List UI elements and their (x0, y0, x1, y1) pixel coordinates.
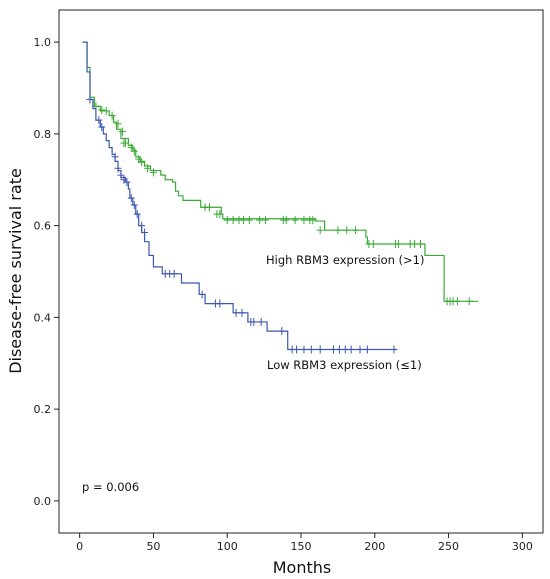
high-rbm3-censor-mark (138, 158, 146, 167)
low-rbm3-censor-mark (86, 95, 94, 104)
low-rbm3-censor-mark (232, 308, 240, 317)
high-rbm3-censor-mark (121, 139, 129, 148)
high-rbm3-censor-mark (394, 239, 402, 248)
high-rbm3-censor-mark (114, 119, 122, 128)
high-rbm3-censor-mark (300, 216, 308, 225)
high-rbm3-censor-mark (411, 239, 419, 248)
high-rbm3-censor-mark (256, 216, 264, 225)
high-rbm3-censor-mark (316, 226, 324, 235)
low-rbm3-censor-mark (170, 269, 178, 278)
low-rbm3-censor-mark (316, 345, 324, 354)
survival-curves (82, 41, 479, 354)
low-rbm3-annotation: Low RBM3 expression (≤1) (267, 358, 422, 372)
high-rbm3-censor-mark (223, 216, 231, 225)
low-rbm3-censor-mark (198, 290, 206, 299)
x-tick-label: 100 (217, 540, 238, 553)
high-rbm3-censor-mark (102, 106, 110, 115)
high-rbm3-censor-mark (130, 147, 138, 156)
low-rbm3-series (82, 41, 398, 354)
axis-ticks: 0 50 100 150 200 250 300 0.0 0.2 0.4 0.6 0.8 1.0 (34, 36, 533, 553)
high-rbm3-censor-mark (343, 226, 351, 235)
low-rbm3-censor-mark (95, 116, 103, 125)
low-rbm3-censor-mark (293, 345, 301, 354)
high-rbm3-censor-mark (453, 297, 461, 306)
low-rbm3-censor-mark (300, 345, 308, 354)
low-rbm3-censor-mark (390, 345, 398, 354)
x-tick-label: 50 (146, 540, 160, 553)
x-tick-label: 200 (364, 540, 385, 553)
low-rbm3-censor-mark (111, 152, 119, 161)
high-rbm3-censor-mark (245, 216, 253, 225)
y-tick-label: 0.8 (34, 128, 52, 141)
low-rbm3-censor-mark (307, 345, 315, 354)
high-rbm3-censor-mark (334, 226, 342, 235)
plot-frame (58, 9, 544, 534)
low-rbm3-censor-mark (335, 345, 343, 354)
y-tick-label: 0.0 (34, 495, 52, 508)
high-rbm3-censor-mark (465, 297, 473, 306)
low-rbm3-censor-mark (341, 345, 349, 354)
high-rbm3-censor-mark (127, 143, 135, 152)
high-rbm3-censor-mark (239, 216, 247, 225)
low-rbm3-censor-mark (141, 228, 149, 237)
y-tick-label: 1.0 (34, 36, 52, 49)
high-rbm3-censor-mark (417, 239, 425, 248)
low-rbm3-censor-mark (278, 327, 286, 336)
high-rbm3-annotation: High RBM3 expression (>1) (266, 253, 424, 267)
low-rbm3-censor-mark (98, 122, 106, 131)
y-tick-label: 0.4 (34, 311, 52, 324)
low-rbm3-censor-mark (133, 210, 141, 219)
low-rbm3-censor-mark (238, 308, 246, 317)
high-rbm3-censor-mark (118, 127, 126, 136)
high-rbm3-censor-mark (369, 239, 377, 248)
low-rbm3-censor-mark (347, 345, 355, 354)
y-axis-title: Disease-free survival rate (6, 168, 25, 374)
high-rbm3-censor-mark (262, 216, 270, 225)
low-rbm3-censor-mark (130, 200, 138, 209)
low-rbm3-censor-mark (123, 178, 131, 187)
y-tick-label: 0.6 (34, 220, 52, 233)
high-rbm3-series (82, 41, 479, 306)
high-rbm3-censor-mark (108, 111, 116, 120)
high-rbm3-censor-mark (216, 210, 224, 219)
low-rbm3-censor-mark (216, 299, 224, 308)
high-rbm3-censor-mark (149, 168, 157, 177)
x-tick-label: 150 (291, 540, 312, 553)
low-rbm3-censor-mark (127, 194, 135, 203)
low-rbm3-censor-mark (363, 345, 371, 354)
high-rbm3-censor-mark (206, 203, 214, 212)
x-tick-label: 300 (512, 540, 533, 553)
low-rbm3-censor-mark (356, 345, 364, 354)
high-rbm3-censor-mark (352, 226, 360, 235)
low-rbm3-censor-mark (114, 164, 122, 173)
high-rbm3-censor-mark (291, 216, 299, 225)
low-rbm3-censor-mark (257, 317, 265, 326)
high-rbm3-censor-mark (144, 164, 152, 173)
high-rbm3-censor-mark (135, 155, 143, 164)
high-rbm3-censor-mark (282, 216, 290, 225)
x-axis-title: Months (273, 558, 331, 577)
high-rbm3-survival-curve (82, 41, 479, 302)
x-tick-label: 0 (76, 540, 83, 553)
low-rbm3-censor-mark (117, 171, 125, 180)
low-rbm3-censor-mark (329, 345, 337, 354)
high-rbm3-censor-mark (98, 106, 106, 115)
p-value-annotation: p = 0.006 (82, 480, 139, 494)
low-rbm3-survival-curve (82, 41, 397, 351)
low-rbm3-censor-mark (138, 221, 146, 230)
y-tick-label: 0.2 (34, 403, 52, 416)
x-tick-label: 250 (438, 540, 459, 553)
low-rbm3-censor-mark (250, 317, 258, 326)
high-rbm3-censor-mark (229, 216, 237, 225)
high-rbm3-censor-mark (309, 216, 317, 225)
